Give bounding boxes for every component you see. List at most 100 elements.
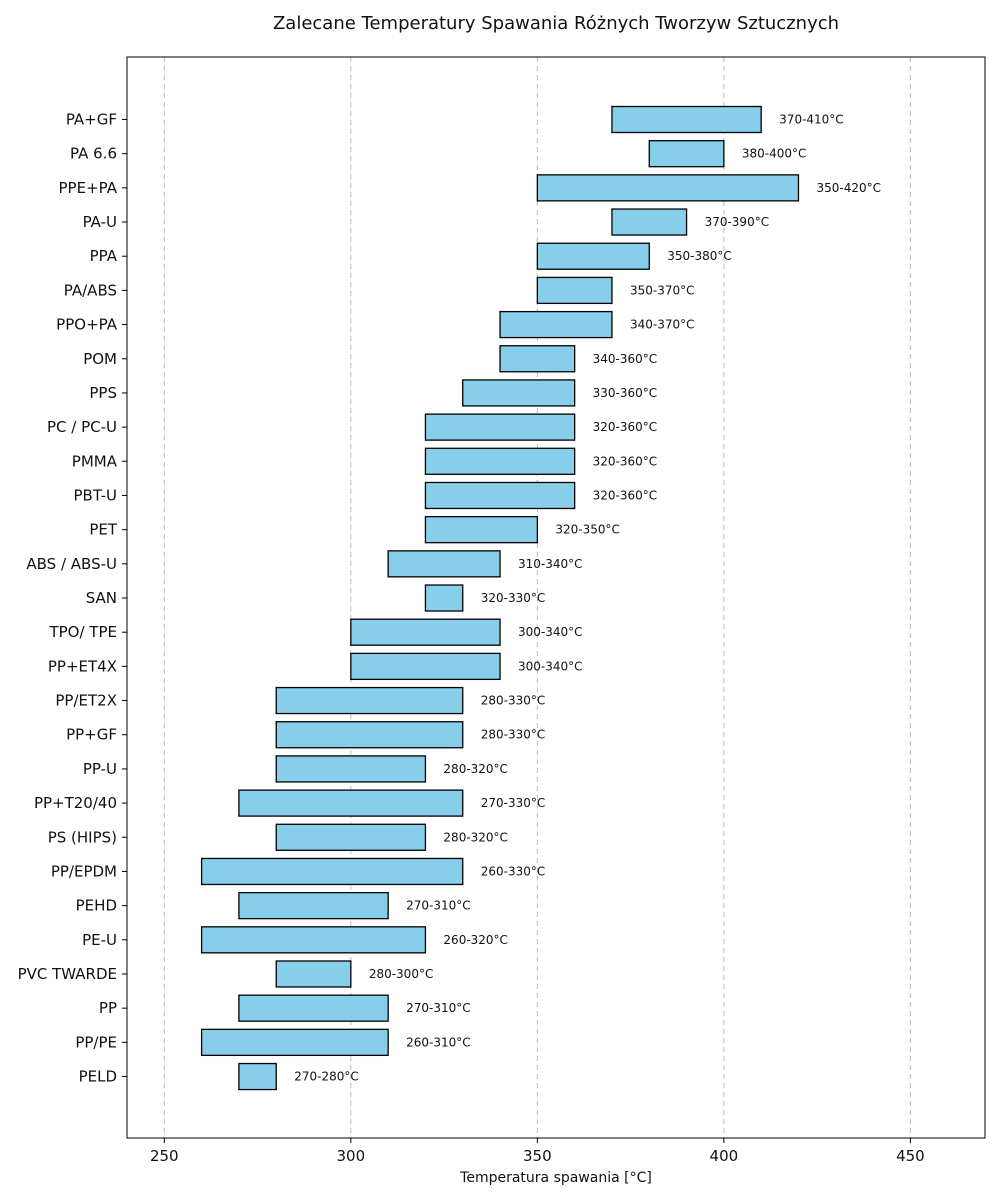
bar-9: [424, 413, 576, 441]
bar-7: [499, 345, 576, 373]
data-label-25: 280-300°C: [369, 967, 434, 981]
y-tick-label-12: PET: [89, 521, 118, 539]
bar-8: [462, 379, 576, 407]
y-tick-label-2: PPE+PA: [59, 179, 118, 197]
bar-4: [536, 242, 650, 270]
y-tick-label-22: PP/EPDM: [51, 862, 117, 880]
y-tick-label-0: PA+GF: [66, 111, 117, 129]
x-tick-label-350: 350: [523, 1147, 552, 1165]
y-tick-label-21: PS (HIPS): [48, 828, 117, 846]
data-label-6: 340-370°C: [630, 318, 695, 332]
y-tick-label-19: PP-U: [83, 760, 117, 778]
y-tick-label-9: PC / PC-U: [47, 418, 117, 436]
y-tick-label-17: PP/ET2X: [55, 692, 117, 710]
x-axis-label: Temperatura spawania [°C]: [459, 1170, 652, 1186]
data-label-14: 320-330°C: [481, 591, 546, 605]
x-tick-label-300: 300: [337, 1147, 366, 1165]
data-label-20: 270-330°C: [481, 796, 546, 810]
data-label-7: 340-360°C: [593, 352, 658, 366]
bar-23: [238, 891, 389, 920]
plot-frame: [126, 56, 986, 1139]
data-label-4: 350-380°C: [667, 249, 732, 263]
y-tick-label-25: PVC TWARDE: [18, 965, 117, 983]
data-label-10: 320-360°C: [593, 454, 658, 468]
y-tick-label-18: PP+GF: [66, 726, 117, 744]
y-tick-label-24: PE-U: [82, 931, 117, 949]
data-label-21: 280-320°C: [443, 830, 508, 844]
data-label-24: 260-320°C: [443, 933, 508, 947]
y-tick-label-1: PA 6.6: [70, 145, 117, 163]
bar-21: [275, 823, 427, 851]
bar-12: [424, 516, 538, 544]
bar-13: [387, 550, 501, 578]
bar-19: [275, 755, 427, 783]
bar-25: [275, 960, 352, 988]
bar-6: [499, 310, 613, 339]
data-label-3: 370-390°C: [705, 215, 770, 229]
data-label-0: 370-410°C: [779, 113, 844, 127]
data-label-5: 350-370°C: [630, 283, 695, 297]
bars: [200, 105, 800, 1091]
data-label-22: 260-330°C: [481, 864, 546, 878]
data-label-11: 320-360°C: [593, 488, 658, 502]
y-axis-labels: PA+GF PA 6.6 PPE+PA PA-U PPA PA/ABS PPO+PA POM P…: [18, 111, 127, 1086]
bar-20: [238, 789, 464, 817]
bar-3: [611, 208, 688, 236]
x-tick-label-450: 450: [896, 1147, 925, 1165]
data-label-26: 270-310°C: [406, 1001, 471, 1015]
y-tick-label-4: PPA: [90, 247, 118, 265]
data-labels: 370-410°C 380-400°C 350-420°C 370-390°C 350-…: [294, 113, 881, 1084]
data-label-12: 320-350°C: [555, 523, 620, 537]
bar-22: [200, 857, 464, 886]
y-tick-label-5: PA/ABS: [64, 281, 117, 299]
bar-10: [424, 447, 576, 475]
data-label-17: 280-330°C: [481, 694, 546, 708]
x-axis-ticks: 250 300 350 400 450: [150, 1138, 925, 1165]
bar-15: [350, 618, 501, 646]
y-tick-label-10: PMMA: [72, 452, 118, 470]
bar-26: [238, 994, 389, 1022]
data-label-15: 300-340°C: [518, 625, 583, 639]
y-tick-label-14: SAN: [86, 589, 117, 607]
y-tick-label-26: PP: [99, 999, 117, 1017]
y-tick-label-16: PP+ET4X: [48, 657, 117, 675]
bar-5: [536, 276, 613, 305]
bar-1: [648, 140, 725, 168]
data-label-27: 260-310°C: [406, 1035, 471, 1049]
y-tick-label-7: POM: [83, 350, 117, 368]
data-label-1: 380-400°C: [742, 147, 807, 161]
bar-28: [238, 1062, 277, 1091]
x-tick-label-400: 400: [710, 1147, 739, 1165]
bar-2: [536, 174, 800, 202]
y-tick-label-8: PPS: [89, 384, 117, 402]
data-label-19: 280-320°C: [443, 762, 508, 776]
data-label-9: 320-360°C: [593, 420, 658, 434]
y-tick-label-6: PPO+PA: [56, 316, 118, 334]
data-label-23: 270-310°C: [406, 899, 471, 913]
bar-16: [350, 652, 501, 681]
data-label-18: 280-330°C: [481, 728, 546, 742]
grid: [163, 57, 911, 1138]
y-tick-label-3: PA-U: [83, 213, 117, 231]
y-tick-label-27: PP/PE: [75, 1033, 117, 1051]
bar-18: [275, 721, 464, 749]
y-tick-label-11: PBT-U: [73, 486, 117, 504]
y-tick-label-20: PP+T20/40: [34, 794, 117, 812]
y-tick-label-28: PELD: [79, 1068, 117, 1086]
chart-title: Zalecane Temperatury Spawania Różnych Tw…: [273, 13, 839, 34]
bar-14: [424, 584, 464, 612]
data-label-8: 330-360°C: [593, 386, 658, 400]
bar-0: [611, 105, 762, 134]
data-label-28: 270-280°C: [294, 1070, 359, 1084]
bar-24: [200, 926, 427, 954]
bar-17: [275, 686, 464, 715]
data-label-2: 350-420°C: [816, 181, 881, 195]
y-tick-label-15: TPO/ TPE: [48, 623, 117, 641]
bar-11: [424, 481, 576, 510]
data-label-13: 310-340°C: [518, 557, 583, 571]
x-tick-label-250: 250: [150, 1147, 179, 1165]
y-tick-label-13: ABS / ABS-U: [26, 555, 117, 573]
bar-27: [200, 1028, 389, 1057]
y-tick-label-23: PEHD: [76, 897, 117, 915]
